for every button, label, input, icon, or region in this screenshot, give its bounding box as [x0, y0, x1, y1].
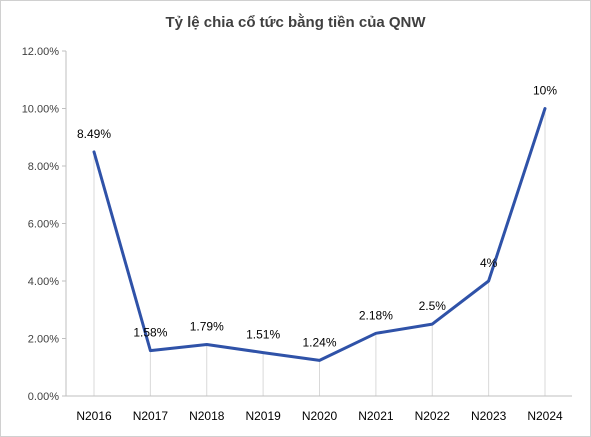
x-tick-label: N2017	[133, 409, 169, 423]
x-axis: N2016 N2017 N2018 N2019 N2020 N2021 N2022 N2023…	[66, 395, 572, 423]
data-label: 1.24%	[302, 335, 336, 349]
data-label: 8.49%	[77, 127, 111, 141]
y-tick-label: 0.00%	[28, 391, 59, 403]
y-tick-label: 2.00%	[28, 334, 59, 346]
series	[92, 107, 547, 362]
y-tick-label: 12.00%	[22, 46, 60, 58]
y-tick-label: 8.00%	[28, 161, 59, 173]
data-label: 1.51%	[246, 328, 280, 342]
x-tick-label: N2016	[76, 409, 112, 423]
drop-lines	[93, 108, 546, 396]
data-label: 2.18%	[359, 308, 393, 322]
y-tick-label: 10.00%	[22, 104, 60, 116]
y-tick-label: 4.00%	[28, 276, 59, 288]
x-tick-label: N2021	[358, 409, 394, 423]
series-line	[92, 107, 547, 362]
data-label: 4%	[480, 256, 498, 270]
chart-title: Tỷ lệ chia cổ tức bằng tiền của QNW	[165, 14, 426, 31]
x-tick-label: N2020	[302, 409, 338, 423]
data-label: 1.58%	[133, 326, 167, 340]
data-labels: 8.49% 1.58% 1.79% 1.51% 1.24% 2.18% 2.5% 4% 10%	[77, 84, 557, 350]
y-axis: 0.00% 2.00% 4.00% 6.00% 8.00% 10.00% 12.00%	[22, 46, 67, 403]
x-tick-label: N2024	[527, 409, 563, 423]
data-label: 1.79%	[190, 320, 224, 334]
x-tick-label: N2022	[415, 409, 451, 423]
x-tick-label: N2019	[245, 409, 281, 423]
x-tick-label: N2018	[189, 409, 225, 423]
y-tick-label: 6.00%	[28, 219, 59, 231]
data-label: 10%	[533, 84, 557, 98]
data-label: 2.5%	[419, 299, 447, 313]
x-tick-label: N2023	[471, 409, 507, 423]
